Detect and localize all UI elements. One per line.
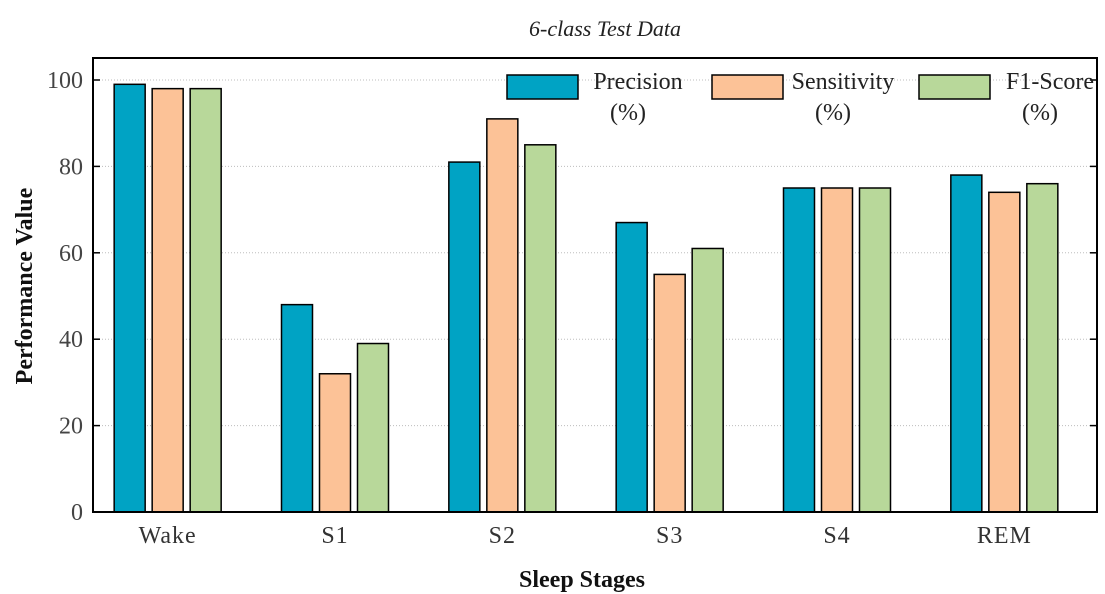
bar-s1-1 — [280, 303, 314, 513]
y-tick-label: 20 — [59, 414, 83, 440]
x-axis-title: Sleep Stages — [519, 567, 645, 593]
legend-swatch — [918, 74, 991, 100]
x-tick-label: S1 — [321, 523, 348, 549]
x-axis-ticks: Wake S1 S2 S3 S4 REM — [139, 523, 1032, 549]
bar-rem-3 — [1026, 182, 1059, 513]
bar-s3-3 — [691, 247, 724, 513]
bar-s3-1 — [615, 221, 648, 513]
bar-wake-3 — [189, 87, 222, 513]
bar-s3-2 — [653, 273, 686, 513]
y-tick-label: 100 — [47, 68, 83, 94]
y-tick-label: 60 — [59, 241, 83, 267]
legend-label: F1-Score — [1006, 69, 1094, 95]
bars — [113, 83, 1059, 513]
legend-label-unit: (%) — [815, 100, 851, 126]
gridlines — [93, 79, 1097, 427]
bar-s2-2 — [486, 118, 519, 513]
bar-s2-1 — [448, 161, 481, 513]
legend-label-unit: (%) — [610, 100, 646, 126]
y-tick-label: 80 — [59, 154, 83, 180]
legend-label: Precision — [593, 69, 682, 95]
bar-wake-1 — [113, 83, 146, 513]
bar-s2-3 — [524, 144, 557, 513]
x-tick-label: S3 — [656, 523, 683, 549]
y-tick-label: 0 — [71, 500, 83, 526]
x-tick-label: S2 — [489, 523, 516, 549]
chart-title: 6-class Test Data — [529, 16, 681, 41]
bar-rem-1 — [950, 174, 983, 513]
bar-s1-3 — [356, 342, 390, 513]
x-tick-label: S4 — [823, 523, 850, 549]
y-axis-ticks: 0 20 40 60 80 100 — [47, 68, 1097, 526]
plot-frame — [92, 57, 1098, 513]
legend-label: Sensitivity — [792, 69, 895, 95]
legend-swatch — [506, 74, 579, 100]
y-axis-title: Performance Value — [12, 187, 38, 384]
x-tick-label: Wake — [139, 523, 197, 549]
bar-s4-2 — [820, 187, 854, 513]
bar-s4-1 — [782, 187, 816, 513]
legend: Precision (%) Sensitivity (%) F1-Score (%) — [506, 69, 1094, 126]
y-tick-label: 40 — [59, 327, 83, 353]
x-tick-label: REM — [977, 523, 1032, 549]
bar-s1-2 — [318, 373, 352, 513]
legend-label-unit: (%) — [1022, 100, 1058, 126]
bar-wake-2 — [151, 87, 184, 513]
legend-swatch — [711, 74, 784, 100]
bar-s4-3 — [858, 187, 892, 513]
bar-rem-2 — [988, 191, 1021, 513]
